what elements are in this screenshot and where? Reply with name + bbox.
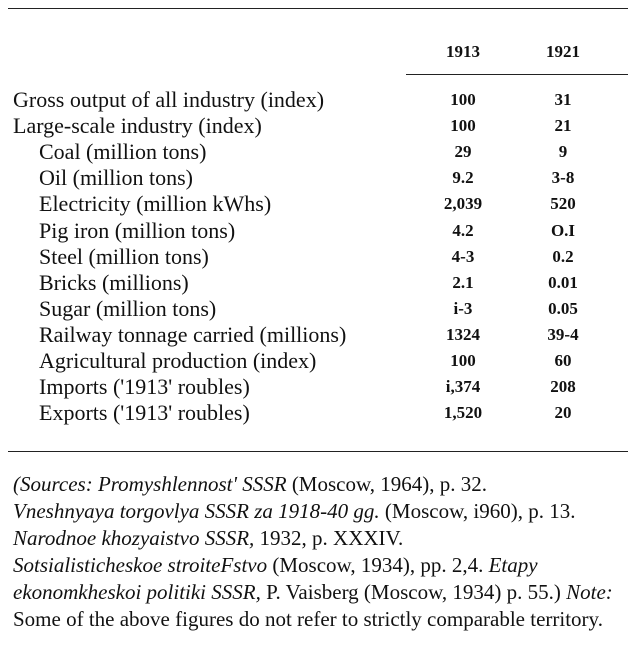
row-label: Imports ('1913' roubles)	[39, 374, 250, 400]
source-4-title: Sotsialisticheskoe stroiteFstvo	[13, 553, 268, 577]
header-underline	[406, 74, 628, 75]
value-1921: 60	[554, 351, 572, 370]
table-row: Steel (million tons) 4-3 0.2	[0, 244, 636, 270]
value-1913: 4.2	[452, 220, 474, 240]
row-label: Gross output of all industry (index)	[13, 87, 325, 112]
value-1913: 100	[450, 116, 476, 136]
value-1913: 29	[454, 142, 472, 162]
row-label: Bricks (millions)	[39, 269, 189, 295]
table-row: Exports ('1913' roubles) 1,520 20	[0, 400, 636, 426]
row-label: Pig iron (million tons)	[39, 217, 236, 243]
row-label: Exports ('1913' roubles)	[39, 400, 250, 426]
row-label: Railway tonnage carried (millions)	[39, 321, 347, 347]
row-label: Coal (million tons)	[39, 139, 207, 165]
value-1921: 208	[550, 377, 576, 397]
row-label: Oil (million tons)	[39, 165, 193, 191]
table-row: Large-scale industry (index) 100 21	[0, 113, 636, 139]
value-1921: 3-8	[551, 168, 575, 188]
sources-note: (Sources: Promyshlennost' SSSR (Moscow, …	[13, 471, 625, 633]
row-label: Sugar (million tons)	[39, 295, 217, 321]
table-row: Bricks (millions) 2.1 0.01	[0, 270, 636, 296]
value-1921: 520	[550, 194, 576, 214]
source-5-title: Etapy ekonomkheskoi politiki SSSR,	[13, 553, 538, 604]
row-label: Steel (million tons)	[39, 243, 209, 269]
note-text: Some of the above figures do not refer t…	[13, 607, 603, 631]
value-1913: i,374	[445, 377, 481, 397]
value-1913: 9.2	[452, 168, 474, 188]
value-1921: O.I	[550, 220, 576, 240]
value-1913: 100	[450, 90, 476, 109]
table-row: Electricity (million kWhs) 2,039 520	[0, 191, 636, 217]
table-row: Agricultural production (index) 100 60	[0, 348, 636, 374]
source-1-title: (Sources: Promyshlennost' SSSR	[13, 472, 287, 496]
table-row: Coal (million tons) 29 9	[0, 139, 636, 165]
source-1-detail: (Moscow, 1964), p. 32.	[286, 472, 488, 496]
source-2-title: Vneshnyaya torgovlya SSSR za 1918-40 gg.	[13, 499, 380, 523]
value-1913: 2,039	[443, 194, 483, 214]
bottom-rule	[8, 451, 628, 452]
row-label: Electricity (million kWhs)	[39, 191, 272, 217]
value-1921: 21	[554, 116, 572, 136]
value-1913: 1,520	[443, 403, 483, 423]
value-1921: 0.05	[548, 298, 578, 318]
table-row: Railway tonnage carried (millions) 1324 39…	[0, 322, 636, 348]
value-1913: i-3	[453, 298, 473, 318]
value-1921: 20	[554, 403, 572, 423]
note-label: Note:	[566, 580, 613, 604]
source-3-detail: 1932, p. XXXIV.	[254, 526, 404, 550]
column-header-1921: 1921	[546, 42, 580, 61]
table-row: Pig iron (million tons) 4.2 O.I	[0, 218, 636, 244]
row-label: Agricultural production (index)	[39, 348, 317, 373]
value-1921: 39-4	[547, 324, 579, 344]
table-row: Imports ('1913' roubles) i,374 208	[0, 374, 636, 400]
value-1913: 2.1	[452, 272, 474, 292]
value-1913: 4-3	[451, 246, 475, 266]
table-row: Gross output of all industry (index) 100 3…	[0, 87, 636, 113]
value-1921: 9	[558, 142, 568, 162]
row-label: Large-scale industry (index)	[13, 113, 262, 139]
source-4-detail: (Moscow, 1934), pp. 2,4.	[267, 553, 489, 577]
source-3-title: Narodnoe khozyaistvo SSSR,	[13, 526, 255, 550]
value-1913: 1324	[446, 324, 480, 344]
column-header-1913: 1913	[446, 42, 480, 61]
value-1913: 100	[450, 351, 476, 370]
value-1921: 31	[554, 90, 572, 109]
table-row: Sugar (million tons) i-3 0.05	[0, 296, 636, 322]
value-1921: 0.01	[548, 272, 578, 292]
value-1921: 0.2	[552, 246, 574, 266]
source-2-detail: (Moscow, i960), p. 13.	[379, 499, 576, 523]
top-rule	[8, 8, 628, 9]
source-5-detail: P. Vaisberg (Moscow, 1934) p. 55.)	[260, 580, 567, 604]
table-row: Oil (million tons) 9.2 3-8	[0, 165, 636, 191]
